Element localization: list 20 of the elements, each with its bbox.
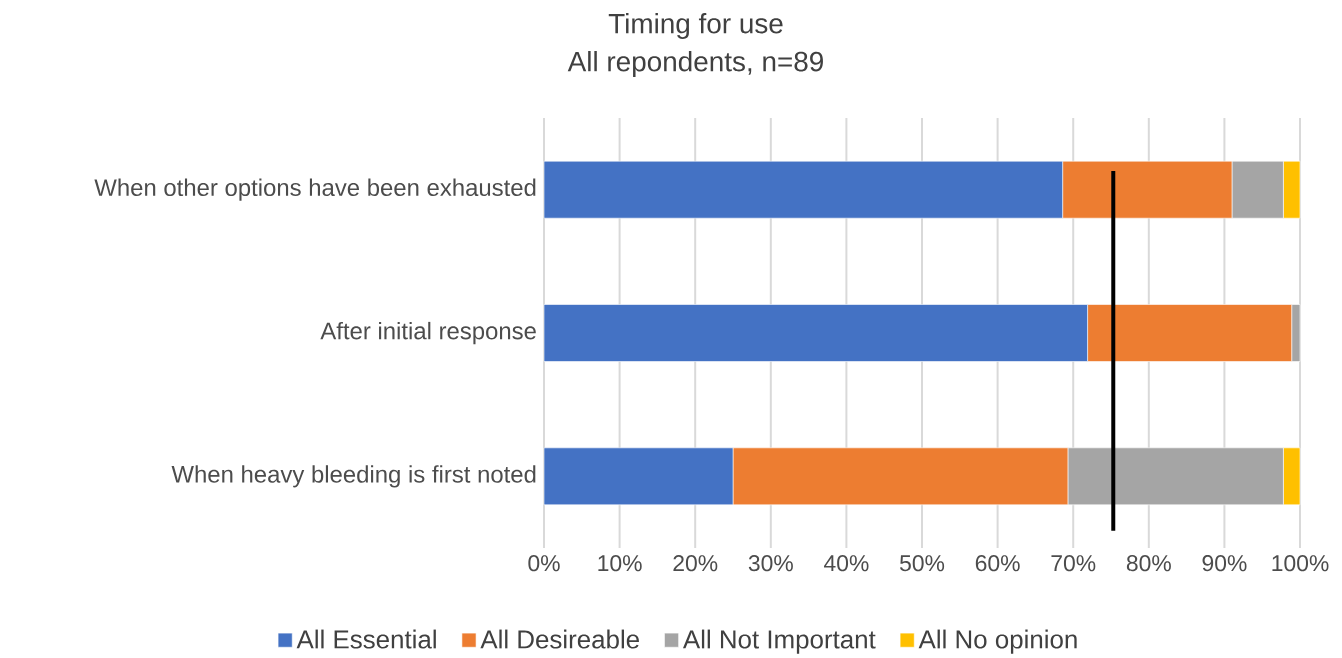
chart-title: Timing for use bbox=[608, 12, 783, 39]
x-tick-label: 70% bbox=[1051, 555, 1096, 572]
x-tick-label: 50% bbox=[899, 555, 945, 572]
x-tick-label: 80% bbox=[1126, 555, 1171, 572]
y-tick-label: When other options have been exhausted bbox=[94, 178, 536, 201]
x-tick-label: 10% bbox=[598, 555, 642, 572]
x-tick-label: 0% bbox=[528, 555, 560, 572]
y-tick-label: When heavy bleeding is first noted bbox=[171, 465, 536, 488]
x-tick-label: 60% bbox=[975, 555, 1020, 572]
legend-label: All Desireable bbox=[480, 629, 639, 649]
legend-label: All Not Important bbox=[682, 629, 876, 654]
x-tick-label: 20% bbox=[673, 555, 718, 572]
chart-subtitle: All repondents, n=89 bbox=[567, 50, 823, 77]
x-tick-label: 40% bbox=[824, 555, 869, 572]
x-tick-label: 30% bbox=[748, 555, 793, 572]
legend-label: All Essential bbox=[296, 629, 436, 649]
x-tick-label: 90% bbox=[1202, 555, 1247, 572]
y-tick-label: After initial response bbox=[320, 321, 536, 345]
legend-label: All No opinion bbox=[918, 629, 1077, 654]
x-tick-label: 100% bbox=[1272, 555, 1329, 572]
